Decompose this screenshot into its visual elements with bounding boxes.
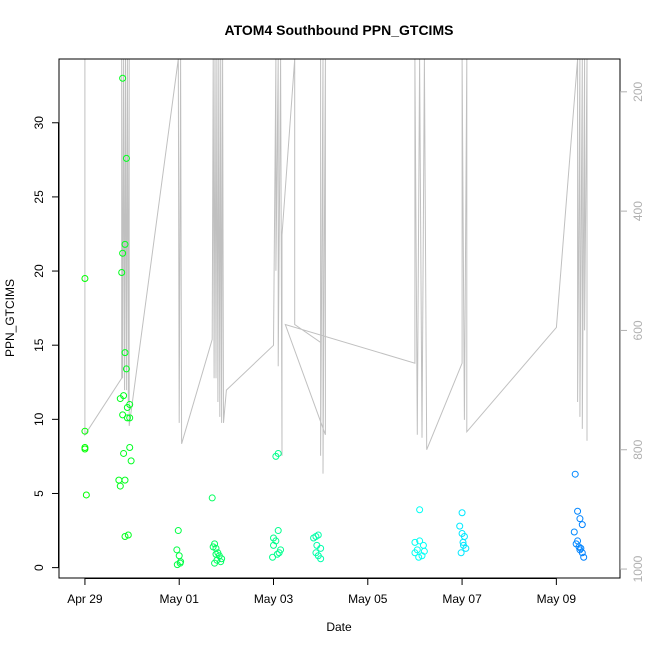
data-point: [571, 470, 579, 478]
data-point: [580, 553, 588, 561]
data-point: [411, 538, 419, 546]
data-point: [123, 403, 131, 411]
data-point: [458, 509, 466, 517]
right-tick-label: 600: [631, 320, 645, 340]
data-point: [82, 491, 90, 499]
right-axis: 200 400 600 800 1000: [620, 81, 645, 582]
data-point: [126, 414, 134, 422]
data-point: [119, 74, 127, 82]
data-point: [118, 269, 126, 277]
data-point: [274, 527, 282, 535]
data-point: [577, 544, 585, 552]
data-point: [81, 427, 89, 435]
data-point: [310, 534, 318, 542]
data-point: [115, 476, 123, 484]
data-point: [120, 392, 128, 400]
data-point: [81, 274, 89, 282]
data-point: [121, 349, 129, 357]
data-point: [456, 522, 464, 530]
y-tick-label: 15: [32, 338, 46, 352]
chart-title: ATOM4 Southbound PPN_GTCIMS: [225, 22, 454, 38]
data-point: [416, 506, 424, 514]
data-point: [122, 365, 130, 373]
data-point: [212, 550, 220, 558]
y-tick-label: 25: [32, 190, 46, 204]
y-axis-label: PPN_GTCIMS: [3, 279, 17, 357]
data-point: [576, 546, 584, 554]
y-tick-label: 0: [32, 564, 46, 571]
data-point: [457, 549, 465, 557]
x-tick-label: May 09: [537, 592, 577, 606]
data-point: [175, 552, 183, 560]
right-tick-label: 400: [631, 201, 645, 221]
data-point: [274, 449, 282, 457]
x-tick-label: Apr 29: [67, 592, 103, 606]
y-tick-label: 10: [32, 412, 46, 426]
data-point: [121, 532, 129, 540]
data-point: [120, 449, 128, 457]
data-point: [572, 540, 580, 548]
x-tick-label: May 07: [442, 592, 482, 606]
data-point: [174, 527, 182, 535]
data-point: [208, 494, 216, 502]
y-tick-label: 30: [32, 116, 46, 130]
data-point: [419, 541, 427, 549]
data-point: [458, 530, 466, 538]
data-point: [459, 538, 467, 546]
data-point: [122, 154, 130, 162]
x-tick-label: May 05: [348, 592, 388, 606]
data-point: [127, 457, 135, 465]
data-point: [418, 552, 426, 560]
data-point: [81, 444, 89, 452]
data-point: [218, 555, 226, 563]
right-tick-label: 200: [631, 81, 645, 101]
data-point: [116, 482, 124, 490]
x-axis: Apr 29 May 01 May 03 May 05 May 07 May 09: [67, 578, 576, 606]
x-tick-label: May 03: [254, 592, 294, 606]
data-point: [275, 549, 283, 557]
data-point: [217, 558, 225, 566]
data-point: [176, 559, 184, 567]
right-tick-label: 800: [631, 439, 645, 459]
x-tick-label: May 01: [160, 592, 200, 606]
data-point: [121, 476, 129, 484]
y-tick-label: 20: [32, 264, 46, 278]
data-point: [314, 552, 322, 560]
secondary-series-line: [84, 58, 588, 474]
data-point: [124, 531, 132, 539]
secondary-line-layer: [84, 58, 588, 474]
data-point: [578, 521, 586, 529]
data-point: [570, 528, 578, 536]
data-point: [462, 544, 470, 552]
data-point: [269, 553, 277, 561]
data-point: [270, 541, 277, 549]
data-point: [574, 507, 582, 515]
x-axis-label: Date: [326, 620, 352, 634]
data-point: [121, 240, 129, 248]
data-point: [173, 546, 181, 554]
data-point: [119, 249, 127, 257]
scatter-layer: [81, 74, 588, 569]
data-point: [411, 549, 419, 557]
data-point: [123, 414, 131, 422]
data-point: [126, 444, 134, 452]
data-point: [576, 515, 584, 523]
data-point: [416, 537, 424, 545]
data-point: [317, 544, 325, 552]
right-tick-label: 1000: [631, 555, 645, 582]
y-axis: 0 5 10 15 20 25 30: [32, 116, 59, 571]
y-tick-label: 5: [32, 490, 46, 497]
data-point: [214, 549, 222, 557]
data-point: [415, 553, 423, 561]
